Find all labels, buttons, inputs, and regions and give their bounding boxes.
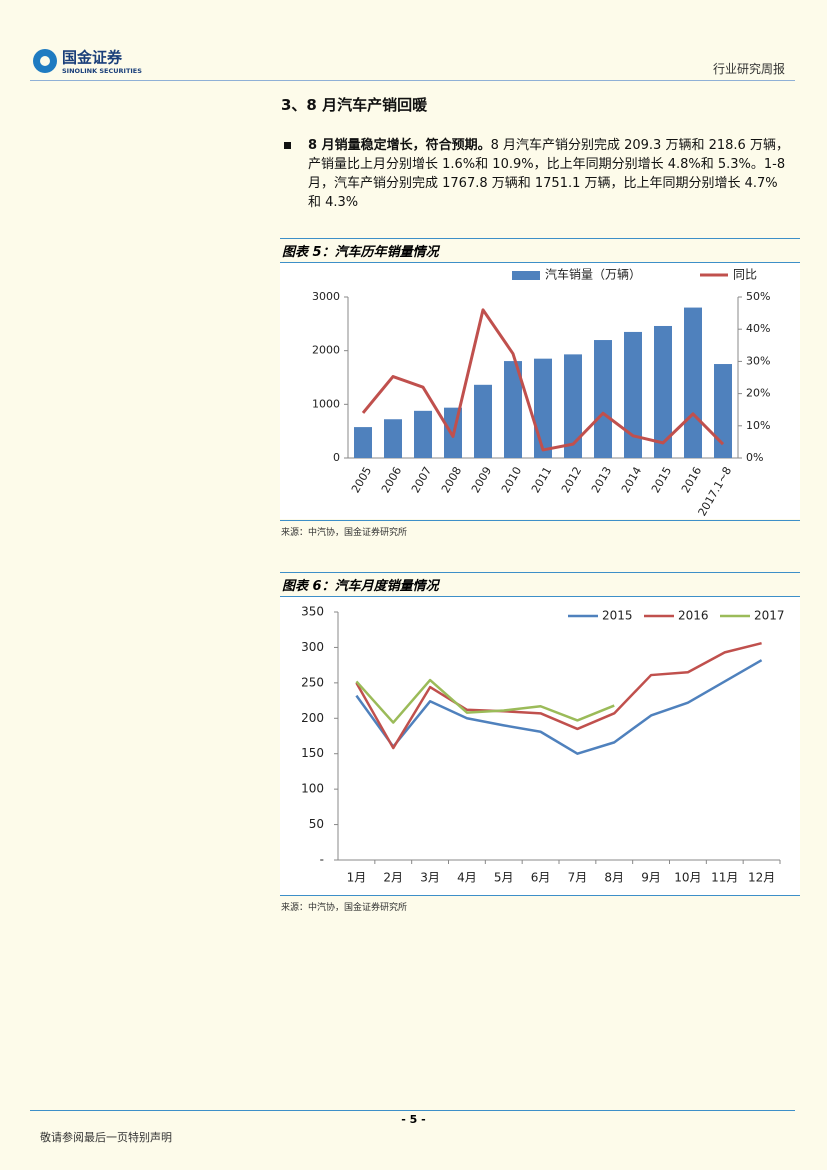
figure-rule [280, 238, 800, 239]
x-tick-label: 2006 [379, 465, 404, 496]
y2-tick-label: 0% [746, 451, 763, 464]
x-tick-label: 2010 [499, 465, 524, 496]
bar [354, 427, 372, 458]
x-tick-label: 2014 [619, 465, 644, 496]
figure-rule [280, 572, 800, 573]
legend-label: 2017 [754, 609, 785, 623]
figure-rule [280, 520, 800, 521]
logo-en: SINOLINK SECURITIES [62, 67, 142, 75]
y2-tick-label: 20% [746, 387, 770, 400]
logo-icon-inner [40, 56, 50, 66]
figure-rule [280, 596, 800, 597]
legend-swatch [512, 271, 540, 280]
y-tick-label: 1000 [312, 397, 340, 410]
y-tick-label: 150 [301, 746, 324, 760]
header-rule [30, 80, 795, 81]
figure-source: 来源：中汽协，国金证券研究所 [281, 903, 408, 913]
bar [714, 364, 732, 458]
x-tick-label: 9月 [641, 871, 661, 885]
logo: 国金证券 SINOLINK SECURITIES [33, 49, 142, 75]
bar [534, 358, 552, 458]
x-tick-label: 12月 [748, 871, 775, 885]
bar [684, 307, 702, 458]
x-tick-label: 2011 [529, 465, 554, 496]
x-tick-label: 2007 [409, 465, 434, 496]
line [355, 641, 762, 750]
x-tick-label: 1月 [347, 871, 367, 885]
legend-label: 2016 [678, 609, 709, 623]
figure-title: 图表 5：汽车历年销量情况 [282, 245, 439, 260]
section-title: 3、8 月汽车产销回暖 [281, 96, 428, 114]
paragraph-lead: 8 月销量稳定增长，符合预期。 [308, 138, 491, 153]
y2-tick-label: 30% [746, 354, 770, 367]
report-type: 行业研究周报 [712, 62, 785, 76]
footer-rule [30, 1110, 795, 1111]
disclaimer: 敬请参阅最后一页特别声明 [40, 1131, 172, 1144]
logo-cn: 国金证券 [62, 49, 123, 67]
legend-label: 2015 [602, 609, 633, 623]
y-tick-label: 200 [301, 711, 324, 725]
x-tick-label: 2015 [649, 465, 674, 496]
bar [594, 340, 612, 458]
x-tick-label: 2月 [383, 871, 403, 885]
chart: - 50 100 150 200 250 300 350 1月 2月 3月 4月 5月 6月 7月 8月 9月 1… [280, 597, 800, 895]
figure-rule [280, 895, 800, 896]
bar [414, 410, 432, 458]
x-tick-label: 2005 [349, 465, 374, 496]
y2-tick-label: 50% [746, 290, 770, 303]
y-tick-label: 100 [301, 782, 324, 796]
bar [564, 354, 582, 458]
x-tick-label: 2012 [559, 465, 584, 496]
y2-tick-label: 10% [746, 419, 770, 432]
x-tick-label: 2008 [439, 465, 464, 496]
bar [654, 325, 672, 458]
line [355, 659, 763, 755]
x-tick-label: 4月 [457, 871, 477, 885]
y-tick-label: 50 [309, 817, 324, 831]
y-tick-label: - [320, 853, 324, 867]
figure-source: 来源：中汽协，国金证券研究所 [281, 528, 408, 538]
x-tick-label: 8月 [604, 871, 624, 885]
figure-title: 图表 6：汽车月度销量情况 [282, 579, 439, 594]
y-tick-label: 250 [301, 675, 324, 689]
legend-label: 汽车销量（万辆） [545, 267, 641, 282]
x-tick-label: 2009 [469, 465, 494, 496]
x-tick-label: 3月 [420, 871, 440, 885]
x-tick-label: 7月 [568, 871, 588, 885]
line [355, 678, 615, 724]
bar [504, 361, 522, 458]
paragraph-text: 8 月汽车产销分别完成 209.3 万辆和 218.6 万辆，产销量比上月分别增… [308, 138, 789, 210]
line [361, 308, 725, 452]
y-tick-label: 3000 [312, 290, 340, 303]
paragraph: 8 月销量稳定增长，符合预期。8 月汽车产销分别完成 209.3 万辆和 218… [308, 136, 790, 212]
legend-label: 同比 [733, 268, 757, 282]
x-tick-label: 6月 [531, 871, 551, 885]
page-number: - 5 - [401, 1113, 426, 1126]
y-tick-label: 0 [333, 451, 340, 464]
x-tick-label: 2013 [589, 465, 614, 496]
bullet [284, 142, 291, 149]
x-tick-label: 11月 [711, 871, 738, 885]
x-tick-label: 10月 [674, 871, 701, 885]
y-tick-label: 350 [301, 605, 324, 619]
bar [384, 419, 402, 458]
bar [474, 384, 492, 458]
x-tick-label: 5月 [494, 871, 514, 885]
y-tick-label: 300 [301, 640, 324, 654]
bar [624, 331, 642, 458]
y-tick-label: 2000 [312, 344, 340, 357]
y2-tick-label: 40% [746, 322, 770, 335]
figure-rule [280, 262, 800, 263]
x-tick-label: 2016 [679, 465, 704, 496]
